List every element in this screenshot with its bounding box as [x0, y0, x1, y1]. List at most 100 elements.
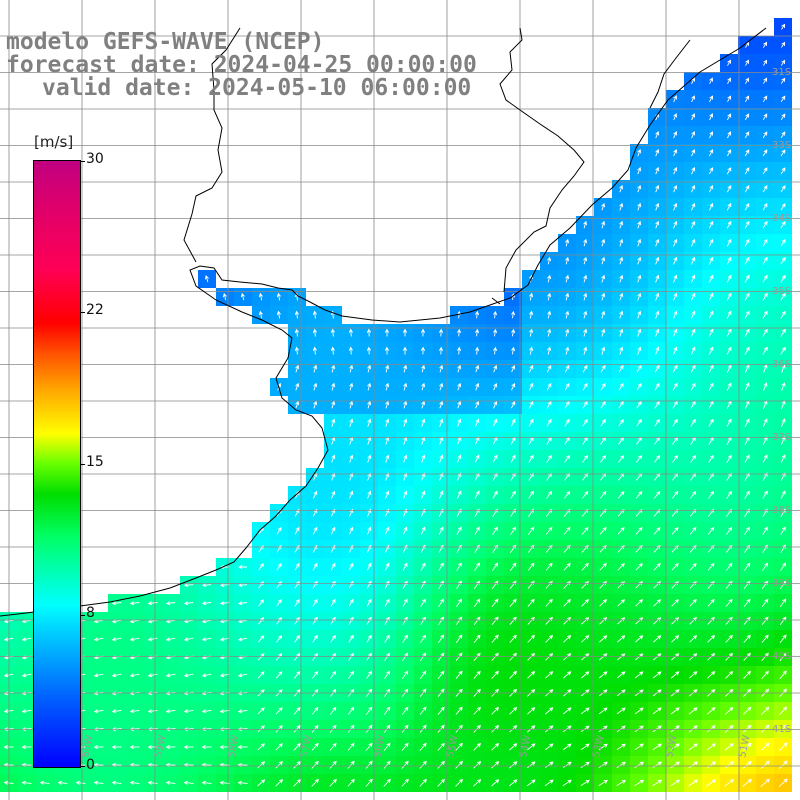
wind-arrow — [637, 202, 642, 211]
wind-arrow — [727, 113, 732, 121]
wind-arrow — [401, 706, 409, 715]
wind-arrow — [616, 671, 626, 679]
wind-arrow — [690, 364, 696, 373]
wind-arrow — [384, 346, 390, 355]
wind-arrow — [165, 637, 176, 642]
wind-arrow — [294, 310, 299, 319]
wind-arrow — [726, 364, 732, 373]
wind-arrow — [689, 635, 698, 643]
wind-arrow — [258, 599, 264, 607]
wind-arrow — [240, 292, 245, 301]
wind-arrow — [653, 635, 662, 643]
wind-arrow — [709, 95, 714, 103]
colorbar — [33, 160, 81, 768]
wind-arrow — [744, 526, 751, 535]
wind-arrow — [616, 761, 626, 769]
latitude-label: 34S — [772, 213, 791, 224]
wind-arrow — [599, 635, 608, 643]
wind-arrow — [673, 220, 678, 229]
wind-arrow — [421, 400, 426, 409]
wind-arrow — [238, 583, 248, 588]
wind-arrow — [420, 490, 426, 499]
wind-arrow — [654, 454, 661, 463]
wind-arrow — [689, 563, 697, 571]
wind-arrow — [691, 131, 696, 139]
wind-arrow — [527, 634, 535, 643]
wind-arrow — [365, 706, 373, 715]
wind-arrow — [564, 418, 570, 427]
wind-arrow — [383, 778, 391, 787]
wind-arrow — [655, 328, 660, 337]
wind-arrow — [420, 526, 426, 535]
wind-arrow — [528, 454, 534, 463]
wind-arrow — [293, 706, 301, 715]
wind-arrow — [473, 742, 482, 751]
wind-arrow — [403, 364, 408, 373]
colorbar-unit-label: [m/s] — [34, 133, 74, 151]
wind-arrow — [348, 634, 354, 643]
wind-arrow — [129, 709, 140, 714]
wind-arrow — [547, 274, 552, 283]
wind-arrow — [726, 490, 732, 499]
wind-arrow — [670, 725, 680, 733]
wind-arrow — [670, 779, 681, 787]
wind-arrow — [598, 743, 608, 751]
wind-arrow — [617, 635, 626, 643]
colorbar-tick-mark — [80, 615, 85, 616]
wind-arrow — [420, 652, 427, 661]
wind-arrow — [691, 184, 696, 193]
wind-arrow — [528, 382, 534, 391]
wind-arrow — [294, 346, 299, 355]
wind-arrow — [744, 472, 750, 481]
wind-arrow — [547, 256, 552, 265]
wind-arrow — [673, 95, 678, 103]
wind-arrow — [457, 346, 462, 355]
longitude-label: 54W — [518, 734, 533, 759]
wind-arrow — [457, 328, 462, 337]
wind-arrow — [438, 562, 444, 571]
wind-arrow — [383, 760, 391, 769]
wind-arrow — [688, 761, 699, 769]
wind-arrow — [780, 77, 786, 84]
wind-arrow — [617, 599, 626, 607]
wind-arrow — [546, 382, 552, 391]
latitude-label: 35S — [772, 286, 791, 297]
wind-arrow — [385, 382, 390, 391]
wind-arrow — [511, 346, 516, 355]
wind-arrow — [780, 167, 786, 175]
wind-arrow — [726, 184, 732, 193]
wind-arrow — [183, 601, 194, 606]
wind-arrow — [201, 601, 212, 606]
wind-arrow — [762, 113, 768, 121]
wind-arrow — [402, 346, 408, 355]
wind-arrow — [727, 77, 731, 85]
wind-arrow — [545, 526, 553, 535]
wind-arrow — [779, 652, 787, 662]
wind-arrow — [778, 724, 788, 734]
latitude-label: 40S — [772, 651, 791, 662]
wind-arrow — [634, 707, 644, 715]
wind-arrow — [509, 634, 517, 643]
wind-arrow — [384, 526, 390, 535]
wind-arrow — [491, 779, 500, 787]
wind-arrow — [779, 598, 787, 608]
wind-arrow — [295, 364, 300, 373]
wind-arrow — [637, 220, 642, 229]
wind-arrow — [636, 364, 642, 373]
latitude-label: 31S — [772, 67, 791, 78]
wind-arrow — [421, 472, 426, 481]
wind-arrow — [742, 706, 752, 715]
wind-arrow — [529, 346, 534, 355]
wind-arrow — [619, 256, 624, 265]
wind-arrow — [237, 745, 248, 750]
wind-arrow — [257, 779, 266, 787]
wind-arrow — [653, 490, 661, 499]
wind-arrow — [762, 490, 768, 499]
wind-arrow — [437, 724, 445, 733]
wind-arrow — [349, 472, 354, 481]
wind-arrow — [473, 724, 481, 733]
wind-arrow — [655, 238, 660, 247]
wind-arrow — [491, 616, 499, 625]
wind-arrow — [147, 601, 158, 606]
